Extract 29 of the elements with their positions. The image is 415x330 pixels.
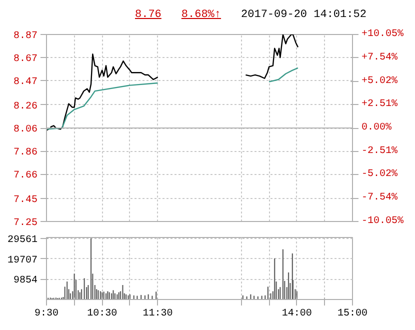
y-tick-label: 8.47 — [13, 77, 38, 88]
y2-tick-label: +10.05% — [362, 29, 404, 40]
x-tick-label: 11:30 — [142, 308, 173, 320]
y-tick-label: 7.45 — [13, 194, 38, 206]
y-tick-label: 8.06 — [13, 124, 38, 136]
x-tick-label: 9:30 — [34, 308, 59, 320]
y-tick-label: 7.66 — [13, 170, 38, 182]
y-tick-label: 9854 — [13, 276, 38, 287]
y2-tick-label: +5.02% — [362, 76, 398, 87]
text: 8.68%↑ — [181, 9, 222, 21]
y-tick-label: 7.25 — [13, 218, 38, 229]
y-tick-label: 7.86 — [13, 148, 38, 159]
y2-tick-label: -2.51% — [362, 146, 398, 157]
y-tick-label: 8.87 — [13, 31, 38, 42]
y2-tick-label: +2.51% — [362, 99, 398, 110]
y2-tick-label: -7.54% — [362, 192, 398, 204]
x-tick-label: 14:00 — [282, 308, 312, 320]
y2-tick-label: -10.05% — [362, 216, 404, 227]
y2-tick-label: +7.54% — [362, 52, 398, 64]
y2-tick-label: 0.00% — [362, 122, 392, 134]
y-tick-label: 29561 — [7, 234, 38, 246]
chart-title: 2017-09-20 14:01:52 — [241, 9, 366, 21]
y2-tick-label: -5.02% — [362, 169, 398, 180]
y-tick-label: 19707 — [7, 255, 38, 266]
y-tick-label: 8.67 — [13, 54, 38, 66]
y-tick-label: 8.26 — [13, 101, 38, 112]
x-tick-label: 10:30 — [87, 308, 118, 320]
text: 8.76 — [135, 9, 162, 21]
x-tick-label: 15:00 — [338, 308, 368, 320]
